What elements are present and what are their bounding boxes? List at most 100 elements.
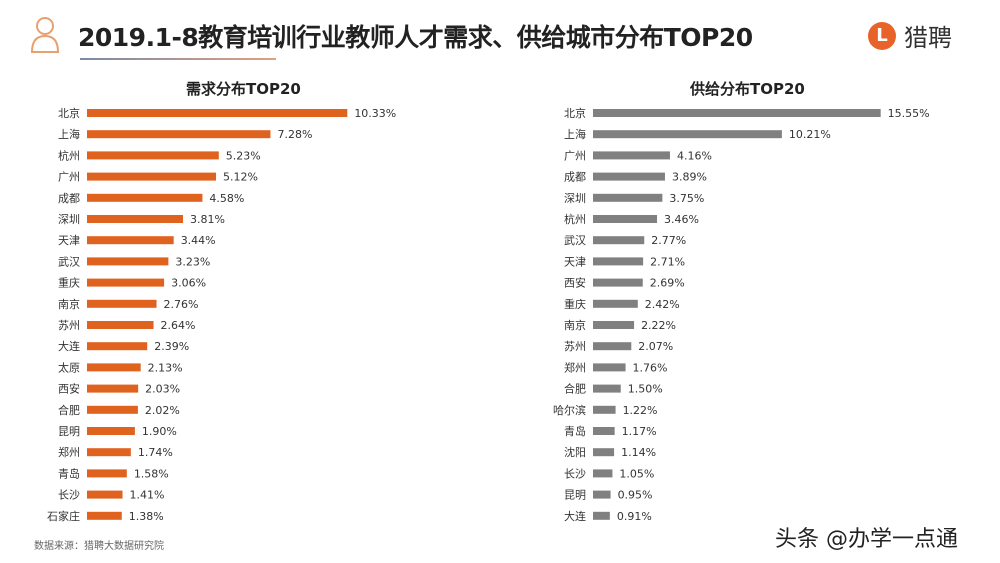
supply-value-label: 1.50% <box>628 383 663 396</box>
supply-value-label: 1.14% <box>621 446 656 459</box>
supply-chart-title: 供给分布TOP20 <box>690 80 805 98</box>
supply-category-label: 天津 <box>564 255 586 268</box>
supply-bar <box>593 299 638 308</box>
supply-value-label: 3.46% <box>664 213 699 226</box>
demand-category-label: 西安 <box>58 382 80 396</box>
supply-value-label: 4.16% <box>677 149 712 162</box>
supply-bar <box>593 427 615 435</box>
demand-bar <box>87 363 141 372</box>
demand-category-label: 广州 <box>58 171 80 184</box>
supply-bar <box>593 448 615 457</box>
supply-value-label: 1.05% <box>619 467 654 480</box>
supply-category-label: 哈尔滨 <box>553 403 586 417</box>
demand-category-label: 合肥 <box>58 403 80 417</box>
supply-category-label: 武汉 <box>564 234 586 247</box>
demand-value-label: 2.39% <box>154 340 189 353</box>
demand-value-label: 2.13% <box>148 361 183 374</box>
supply-bar <box>593 109 881 117</box>
supply-category-label: 长沙 <box>564 467 586 480</box>
supply-value-label: 3.75% <box>669 192 704 205</box>
supply-bar <box>593 511 610 520</box>
demand-bar <box>87 427 135 435</box>
demand-category-label: 石家庄 <box>47 509 80 523</box>
demand-value-label: 3.81% <box>190 213 225 226</box>
supply-category-label: 深圳 <box>564 192 586 205</box>
supply-value-label: 1.76% <box>633 361 668 374</box>
demand-value-label: 4.58% <box>209 192 244 205</box>
supply-category-label: 青岛 <box>564 424 586 438</box>
demand-category-label: 太原 <box>58 361 80 374</box>
demand-chart-title: 需求分布TOP20 <box>186 80 301 98</box>
demand-value-label: 1.41% <box>130 489 165 502</box>
supply-value-label: 0.91% <box>617 510 652 523</box>
demand-category-label: 郑州 <box>58 445 80 459</box>
supply-category-label: 北京 <box>564 106 586 120</box>
demand-category-label: 武汉 <box>58 255 80 268</box>
demand-value-label: 5.12% <box>223 171 258 184</box>
supply-value-label: 2.07% <box>638 340 673 353</box>
supply-bar <box>593 130 782 139</box>
supply-bar <box>593 321 635 329</box>
supply-value-label: 10.21% <box>789 128 831 141</box>
demand-value-label: 2.64% <box>161 319 196 332</box>
demand-category-label: 深圳 <box>58 213 80 226</box>
supply-bar <box>593 490 611 499</box>
supply-category-label: 重庆 <box>564 297 586 311</box>
logo-text: 猎聘 <box>904 24 952 52</box>
supply-value-label: 15.55% <box>888 107 930 120</box>
demand-bar <box>87 342 148 351</box>
demand-value-label: 2.76% <box>164 298 199 311</box>
supply-bar <box>593 363 626 372</box>
supply-bar <box>593 172 665 181</box>
demand-value-label: 3.44% <box>181 234 216 247</box>
demand-bar <box>87 215 184 223</box>
title-underline <box>80 58 276 60</box>
demand-category-label: 天津 <box>58 234 80 247</box>
supply-bar <box>593 257 644 266</box>
demand-bar <box>87 130 271 139</box>
supply-value-label: 0.95% <box>618 489 653 502</box>
demand-bar <box>87 151 219 160</box>
demand-category-label: 重庆 <box>58 276 80 290</box>
demand-category-label: 长沙 <box>58 489 80 502</box>
supply-bar <box>593 193 663 202</box>
demand-category-label: 杭州 <box>58 148 80 162</box>
demand-category-label: 北京 <box>58 106 80 120</box>
demand-bar <box>87 109 348 117</box>
demand-bar <box>87 405 138 414</box>
supply-value-label: 2.22% <box>641 319 676 332</box>
demand-category-label: 苏州 <box>58 319 80 332</box>
demand-bar <box>87 236 174 245</box>
supply-bar <box>593 278 643 287</box>
supply-category-label: 杭州 <box>564 212 586 226</box>
supply-value-label: 2.77% <box>651 234 686 247</box>
supply-value-label: 1.17% <box>622 425 657 438</box>
supply-value-label: 2.69% <box>650 277 685 290</box>
supply-category-label: 上海 <box>564 127 586 141</box>
demand-bar <box>87 511 122 520</box>
demand-bar <box>87 278 165 287</box>
supply-category-label: 昆明 <box>564 489 586 502</box>
demand-value-label: 7.28% <box>277 128 312 141</box>
supply-bar <box>593 236 645 245</box>
demand-value-label: 3.23% <box>175 255 210 268</box>
supply-category-label: 成都 <box>564 171 586 184</box>
demand-value-label: 5.23% <box>226 149 261 162</box>
supply-category-label: 郑州 <box>564 360 586 374</box>
demand-value-label: 2.02% <box>145 404 180 417</box>
supply-bar <box>593 405 616 414</box>
demand-category-label: 成都 <box>58 192 80 205</box>
demand-bar <box>87 469 127 478</box>
demand-value-label: 1.74% <box>138 446 173 459</box>
demand-value-label: 10.33% <box>354 107 396 120</box>
page-title: 2019.1-8教育培训行业教师人才需求、供给城市分布TOP20 <box>78 23 753 52</box>
supply-value-label: 2.42% <box>645 298 680 311</box>
supply-category-label: 大连 <box>564 509 586 523</box>
demand-value-label: 3.06% <box>171 277 206 290</box>
supply-bar <box>593 384 621 393</box>
supply-value-label: 1.22% <box>623 404 658 417</box>
supply-bar <box>593 469 613 478</box>
demand-bar <box>87 193 203 202</box>
supply-category-label: 苏州 <box>564 340 586 353</box>
